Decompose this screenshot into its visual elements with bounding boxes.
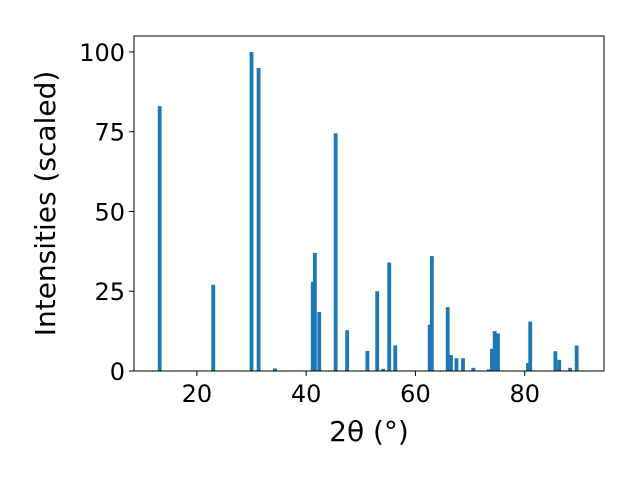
x-axis-label: 2θ (°) — [329, 415, 409, 448]
bar — [528, 321, 533, 371]
bar — [211, 284, 216, 371]
x-tick-label: 40 — [291, 380, 322, 408]
bar — [273, 368, 277, 371]
y-ticks: 0 25 50 75 100 — [79, 39, 134, 386]
y-tick-label: 50 — [94, 198, 125, 226]
bar — [387, 262, 392, 371]
bar — [256, 67, 261, 372]
plot-frame — [133, 35, 605, 372]
x-tick-label: 20 — [182, 380, 213, 408]
bar — [429, 256, 434, 371]
bar — [486, 369, 491, 371]
bar — [574, 345, 579, 371]
bar — [526, 363, 530, 371]
bar — [381, 368, 386, 371]
plot-background — [134, 36, 604, 371]
bar — [553, 351, 558, 371]
x-tick-label: 80 — [509, 380, 540, 408]
bar — [449, 355, 453, 371]
bar — [454, 358, 459, 371]
bar — [471, 367, 476, 371]
bar — [490, 348, 494, 371]
x-ticks: 20 40 60 80 — [182, 371, 540, 408]
y-tick-label: 0 — [110, 358, 125, 386]
bar — [461, 358, 465, 371]
bar — [345, 330, 350, 371]
bar — [492, 331, 497, 371]
bar — [393, 345, 398, 371]
bar — [568, 367, 573, 371]
bar — [310, 281, 315, 371]
bars-group — [157, 51, 579, 372]
bar — [249, 51, 254, 371]
bar — [445, 307, 450, 371]
bar — [157, 106, 162, 371]
bar — [375, 291, 380, 371]
bar — [333, 133, 338, 371]
x-tick-label: 60 — [400, 380, 431, 408]
y-tick-label: 25 — [94, 278, 125, 306]
bar — [365, 350, 370, 371]
y-tick-label: 75 — [94, 119, 125, 147]
bar — [317, 311, 322, 371]
y-tick-label: 100 — [79, 39, 125, 67]
bar — [312, 252, 317, 371]
y-axis-label: Intensities (scaled) — [29, 71, 62, 337]
bar — [496, 333, 500, 371]
bar — [557, 359, 562, 371]
bar — [427, 324, 432, 371]
